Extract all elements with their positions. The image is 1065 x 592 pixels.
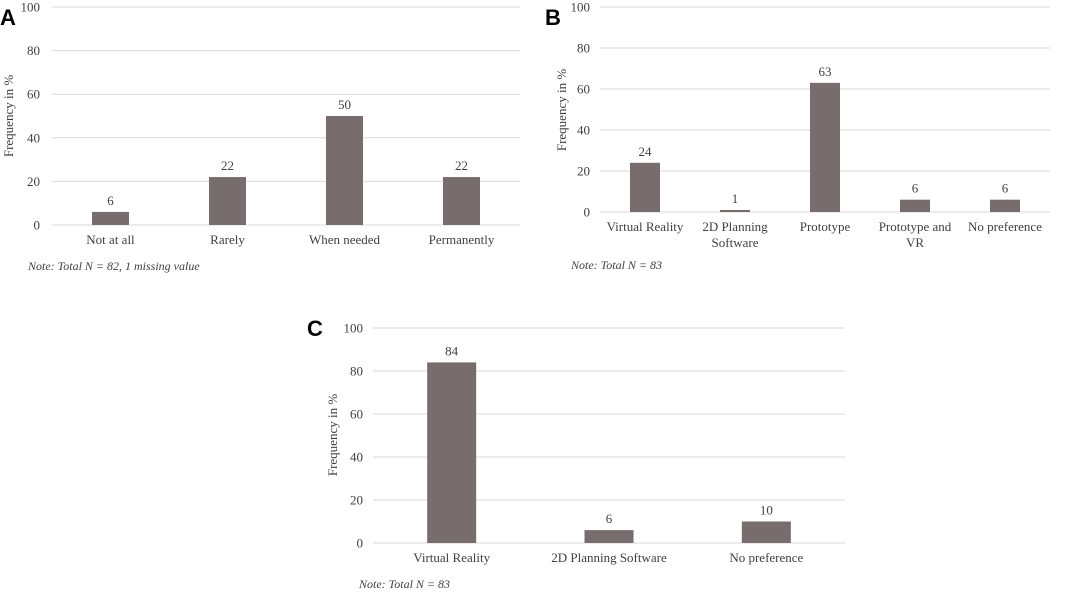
category-label-a-0: Not at all (86, 232, 135, 247)
category-label-line-c-0-0: Virtual Reality (413, 550, 490, 565)
y-tick-label-b-20: 20 (577, 164, 590, 179)
category-label-c-2: No preference (729, 550, 803, 565)
note-a: Note: Total N = 82, 1 missing value (27, 259, 200, 273)
y-axis-label-a: Frequency in % (1, 75, 16, 157)
category-label-line-c-1-0: 2D Planning Software (551, 550, 667, 565)
category-label-a-3: Permanently (429, 232, 495, 247)
bar-b-4 (990, 199, 1020, 212)
category-label-line-b-4-0: No preference (968, 219, 1042, 234)
category-label-line-b-3-0: Prototype and (879, 219, 952, 234)
bar-a-0 (92, 211, 129, 225)
chart-panel-c: C Frequency in % Note: Total N = 83 0 20 4… (307, 316, 845, 591)
bar-b-3 (900, 199, 930, 212)
category-label-b-4: No preference (968, 219, 1042, 234)
category-label-b-0: Virtual Reality (607, 219, 684, 234)
bar-b-2 (810, 82, 840, 212)
panel-letter-c: C (307, 316, 323, 341)
category-label-line-b-3-1: VR (906, 235, 924, 250)
y-tick-label-b-0: 0 (584, 205, 591, 220)
category-label-b-2: Prototype (800, 219, 851, 234)
y-tick-label-b-80: 80 (577, 41, 590, 56)
data-label-c-2: 10 (760, 503, 773, 518)
y-tick-label-c-80: 80 (350, 364, 363, 379)
bar-b-0 (630, 162, 660, 212)
category-label-a-1: Rarely (210, 232, 245, 247)
y-tick-label-a-0: 0 (34, 218, 41, 233)
data-label-b-3: 6 (912, 181, 919, 196)
data-label-c-1: 6 (606, 511, 613, 526)
category-label-line-a-3-0: Permanently (429, 232, 495, 247)
category-label-b-1: 2D Planning Software (702, 219, 768, 250)
data-label-b-0: 24 (639, 144, 653, 159)
chart-panel-a: A Frequency in % Note: Total N = 82, 1 m… (0, 0, 520, 273)
category-label-a-2: When needed (309, 232, 381, 247)
bar-a-3 (443, 177, 480, 225)
chart-panel-b: B Frequency in % Note: Total N = 83 0 20 4… (545, 0, 1050, 272)
data-label-a-0: 6 (107, 193, 114, 208)
y-tick-label-a-60: 60 (27, 87, 40, 102)
y-tick-label-a-20: 20 (27, 174, 40, 189)
bar-b-1 (720, 209, 750, 212)
y-axis-label-b: Frequency in % (554, 69, 569, 151)
y-tick-label-c-100: 100 (344, 321, 364, 336)
data-label-a-2: 50 (338, 97, 351, 112)
data-label-b-1: 1 (732, 191, 739, 206)
y-tick-label-c-60: 60 (350, 407, 363, 422)
category-label-line-a-1-0: Rarely (210, 232, 245, 247)
bar-a-2 (326, 116, 363, 225)
category-label-c-0: Virtual Reality (413, 550, 490, 565)
data-label-b-2: 63 (819, 64, 832, 79)
data-label-a-3: 22 (455, 158, 468, 173)
category-label-line-b-1-0: 2D Planning (702, 219, 768, 234)
panel-letter-b: B (545, 5, 561, 30)
bar-c-0 (427, 362, 477, 543)
category-label-line-b-2-0: Prototype (800, 219, 851, 234)
y-tick-label-c-0: 0 (357, 536, 364, 551)
category-label-line-b-0-0: Virtual Reality (607, 219, 684, 234)
bar-c-1 (584, 530, 634, 543)
bar-a-1 (209, 177, 246, 225)
y-tick-label-a-40: 40 (27, 130, 40, 145)
y-tick-label-a-100: 100 (21, 0, 41, 15)
note-b: Note: Total N = 83 (570, 258, 662, 272)
category-label-c-1: 2D Planning Software (551, 550, 667, 565)
y-tick-label-b-40: 40 (577, 123, 590, 138)
category-label-line-b-1-1: Software (712, 235, 759, 250)
y-tick-label-c-20: 20 (350, 493, 363, 508)
data-label-b-4: 6 (1002, 181, 1009, 196)
panel-letter-a: A (0, 5, 16, 30)
category-label-line-c-2-0: No preference (729, 550, 803, 565)
y-tick-label-a-80: 80 (27, 43, 40, 58)
y-tick-label-b-100: 100 (571, 0, 591, 15)
data-label-a-1: 22 (221, 158, 234, 173)
data-label-c-0: 84 (445, 343, 459, 358)
y-tick-label-b-60: 60 (577, 82, 590, 97)
bar-c-2 (741, 521, 791, 543)
y-axis-label-c: Frequency in % (325, 394, 340, 476)
category-label-line-a-0-0: Not at all (86, 232, 135, 247)
category-label-b-3: Prototype and VR (879, 219, 952, 250)
y-tick-label-c-40: 40 (350, 450, 363, 465)
category-label-line-a-2-0: When needed (309, 232, 381, 247)
note-c: Note: Total N = 83 (358, 577, 450, 591)
